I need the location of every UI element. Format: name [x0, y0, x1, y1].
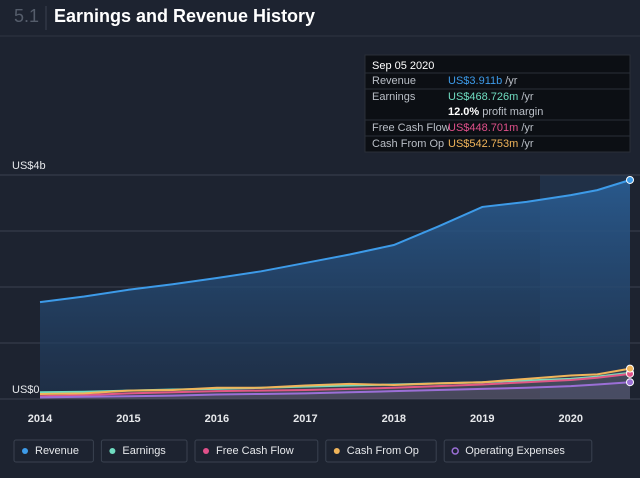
tooltip-label: Revenue	[372, 75, 416, 87]
x-tick-label: 2019	[470, 413, 494, 425]
series-line	[39, 179, 631, 304]
tooltip-amount: US$448.701m	[448, 122, 518, 134]
chart-title: Earnings and Revenue History	[54, 6, 315, 26]
legend-item	[194, 439, 319, 463]
end-point	[626, 175, 634, 184]
area	[40, 368, 630, 399]
area	[40, 382, 630, 399]
x-tick-label: 2016	[205, 413, 229, 425]
end-point	[626, 378, 634, 387]
tooltip-label: Free Cash Flow	[372, 122, 450, 134]
legend-label: Earnings	[122, 445, 166, 457]
tooltip-unit: /yr	[521, 138, 534, 150]
tooltip-label: Earnings	[372, 91, 416, 103]
tooltip-unit: /yr	[521, 122, 534, 134]
margin-value: 12.0%	[448, 106, 479, 118]
tooltip-unit: /yr	[505, 75, 518, 87]
tooltip-unit: /yr	[521, 91, 534, 103]
tooltip-value: US$448.701m/yr	[448, 122, 534, 134]
y-tick-label: US$0	[12, 384, 40, 396]
x-tick-label: 2020	[558, 413, 582, 425]
x-tick-label: 2017	[293, 413, 317, 425]
area	[40, 179, 630, 399]
series-line	[39, 381, 631, 399]
margin-label: profit margin	[482, 106, 543, 118]
legend-label: Cash From Op	[347, 445, 419, 457]
legend-swatch	[451, 447, 459, 455]
legend-item	[13, 439, 94, 463]
legend-item	[325, 439, 437, 463]
tooltip-amount: US$3.911b	[448, 75, 502, 87]
series-line	[39, 367, 631, 395]
tooltip-amount: US$468.726m	[448, 91, 518, 103]
tooltip-value: US$3.911b/yr	[448, 75, 518, 87]
x-tick-label: 2014	[28, 413, 53, 425]
legend-label: Revenue	[35, 445, 79, 457]
y-tick-label: US$4b	[12, 160, 46, 172]
x-tick-label: 2018	[382, 413, 406, 425]
legend-swatch	[203, 448, 209, 454]
series-line	[39, 372, 631, 398]
legend-label: Operating Expenses	[465, 445, 565, 457]
legend-swatch	[109, 448, 116, 454]
legend-label: Free Cash Flow	[216, 445, 294, 457]
legend-item	[100, 439, 188, 463]
tooltip-amount: US$542.753m	[448, 138, 518, 150]
legend-swatch	[333, 448, 340, 454]
tooltip-value: US$468.726m/yr	[448, 91, 534, 103]
tooltip-date: Sep 05 2020	[372, 60, 434, 72]
section-number: 5.1	[14, 6, 39, 26]
end-point	[626, 364, 634, 373]
legend-item	[443, 439, 593, 463]
tooltip-margin: 12.0% profit margin	[448, 106, 543, 118]
legend-swatch	[22, 448, 28, 454]
tooltip-label: Cash From Op	[372, 138, 444, 150]
tooltip-value: US$542.753m/yr	[448, 138, 534, 150]
x-tick-label: 2015	[116, 413, 140, 425]
